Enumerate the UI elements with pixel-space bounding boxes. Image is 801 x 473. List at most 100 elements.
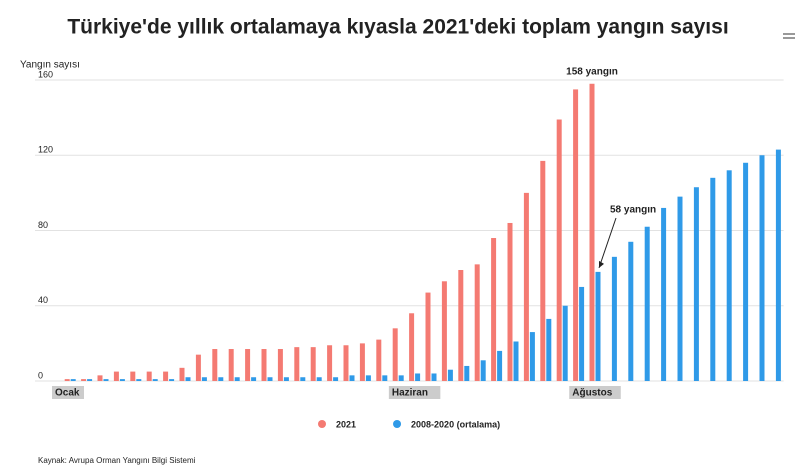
bar [359,343,365,381]
legend-swatch [318,420,326,428]
bar [759,155,765,381]
bar [458,270,464,381]
bar [743,162,749,381]
bar [710,177,716,381]
bar [398,375,404,381]
bar [119,379,125,381]
bar [409,313,415,381]
x-tick-box [569,386,621,399]
bar [277,349,283,381]
bar [283,377,289,381]
source: Kaynak: Avrupa Orman Yangını Bilgi Siste… [38,456,196,465]
x-tick-label: Haziran [392,388,428,399]
x-tick-box [388,386,441,399]
bar [87,379,93,381]
bar [589,83,595,381]
y-tick-label: 40 [38,295,48,305]
bar [81,379,87,381]
menu-icon[interactable] [783,33,795,39]
legend-swatch [393,420,402,428]
bar [195,354,201,381]
bar [163,371,169,381]
bar [415,373,421,381]
bar [218,377,224,381]
y-tick-label: 80 [38,220,48,230]
bar [480,360,486,381]
bar [382,375,388,381]
bar [556,119,562,381]
bar [261,349,267,381]
bar [245,349,251,381]
chart-title: Türkiye'de yıllık ortalamaya kıyasla 202… [67,16,728,39]
y-axis-label: Yangın sayısı [20,60,80,71]
bar [64,379,70,381]
bar [267,377,273,381]
y-tick-label: 160 [38,69,53,79]
bar [474,264,480,381]
bar [529,332,535,381]
bar [300,377,306,381]
annotation-arrow [598,217,617,269]
bar [726,170,732,381]
bar [349,375,355,381]
bar [513,341,519,381]
bar [441,281,447,381]
bar [376,339,382,381]
bar [251,377,257,381]
bar [693,187,699,381]
bar [546,318,552,381]
bar [579,286,585,381]
bar [497,350,503,381]
bar [185,377,191,381]
y-tick-label: 120 [38,145,53,155]
annotation: 58 yangın [610,205,656,216]
bar [201,377,207,381]
bar [507,222,513,381]
bar [365,375,371,381]
bar [644,226,650,381]
bar [146,371,152,381]
bar [595,271,601,381]
bar [70,379,76,381]
legend-label: 2021 [336,419,356,429]
bar [294,347,300,381]
bar [152,379,158,381]
bar [103,379,109,381]
annotation: 158 yangın [566,66,618,77]
bar [425,292,431,381]
bar [113,371,119,381]
bar [130,371,136,381]
bar [136,379,142,381]
bar [431,373,437,381]
bar [179,367,185,381]
bar [540,160,546,381]
bar [169,379,175,381]
legend-label: 2008-2020 (ortalama) [411,419,500,429]
bar [677,196,683,381]
bar [212,349,218,381]
x-tick-box [52,386,84,399]
bar [310,347,316,381]
bar [562,305,568,381]
bar [573,89,579,381]
bar [316,377,322,381]
x-tick-label: Ocak [55,388,80,399]
bar [447,369,453,381]
arrow-head [599,260,604,268]
bar [523,192,529,381]
bar [343,345,349,381]
bar [392,328,398,381]
bar [775,149,781,381]
bar [464,365,470,381]
bar [228,349,234,381]
y-tick-label: 0 [38,370,43,380]
bar [327,345,333,381]
bar [611,256,617,381]
bar [491,238,497,381]
bar [234,377,240,381]
bar [333,377,339,381]
bar [628,241,634,381]
x-tick-label: Ağustos [572,388,612,399]
bar [97,375,103,381]
